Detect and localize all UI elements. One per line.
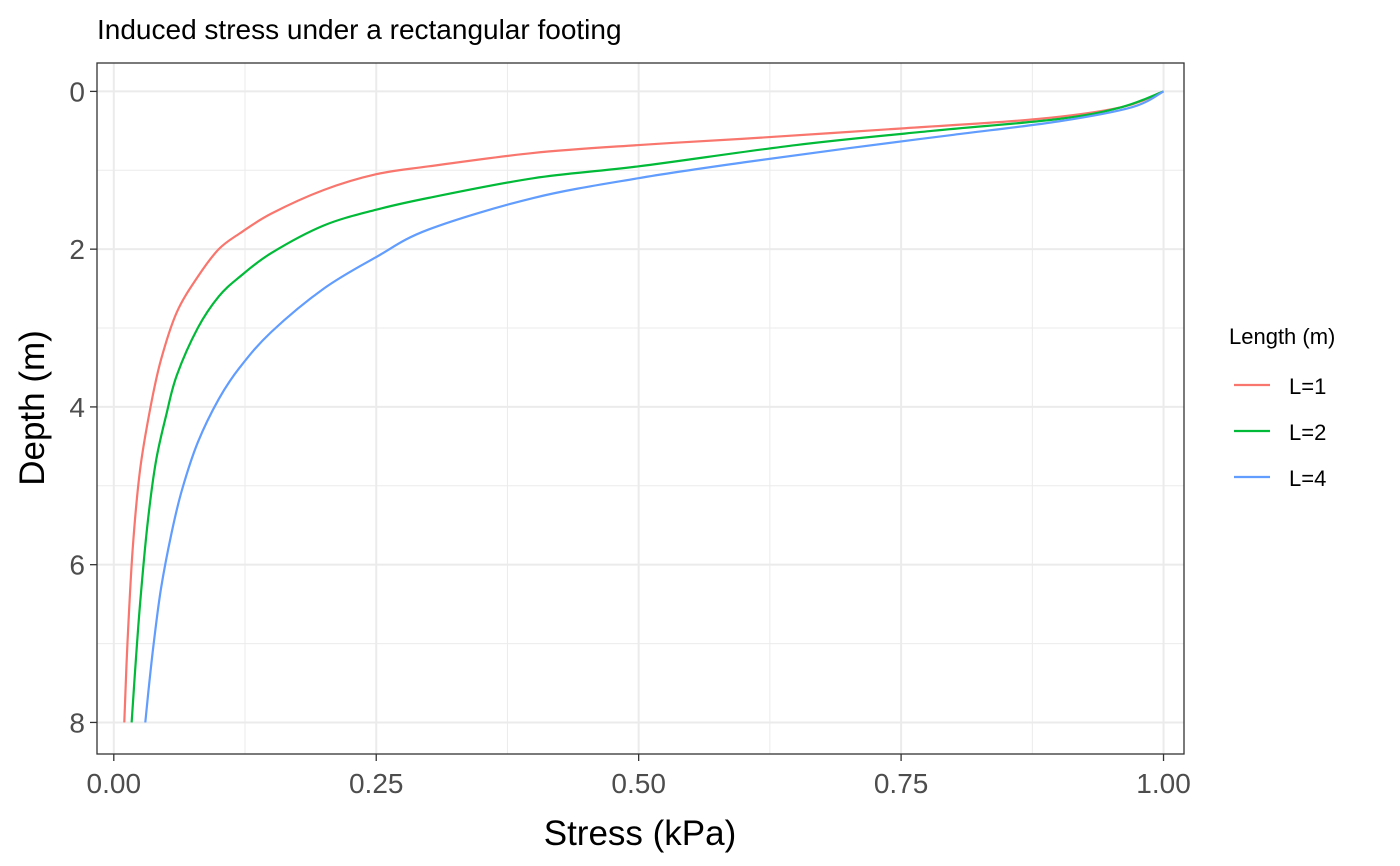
series-line-l-2 — [130, 90, 1164, 723]
y-tick-label: 8 — [69, 707, 85, 738]
axis-layer: 0.00 0.25 0.50 0.75 1.00 0 2 4 6 8 — [69, 76, 1190, 799]
y-tick-label: 6 — [69, 550, 85, 581]
plot-title: Induced stress under a rectangular footi… — [97, 14, 622, 45]
legend-title: Length (m) — [1229, 324, 1335, 349]
legend: Length (m) L=1 L=2 L=4 — [1229, 324, 1335, 491]
series-layer — [123, 90, 1165, 723]
y-tick-label: 0 — [69, 76, 85, 107]
legend-label-l-4: L=4 — [1289, 466, 1326, 491]
y-tick-label: 2 — [69, 234, 85, 265]
series-line-l-4 — [144, 90, 1165, 723]
legend-items: L=1 L=2 L=4 — [1234, 374, 1326, 491]
y-axis-title: Depth (m) — [13, 330, 52, 486]
x-axis-title: Stress (kPa) — [544, 814, 737, 853]
x-tick-label: 0.25 — [349, 768, 404, 799]
x-tick-label: 0.50 — [611, 768, 666, 799]
panel-border — [96, 62, 1185, 755]
legend-label-l-1: L=1 — [1289, 374, 1326, 399]
x-tick-label: 1.00 — [1136, 768, 1191, 799]
x-tick-label: 0.00 — [87, 768, 142, 799]
legend-label-l-2: L=2 — [1289, 420, 1326, 445]
x-tick-label: 0.75 — [874, 768, 929, 799]
y-tick-label: 4 — [69, 392, 85, 423]
series-line-l-1 — [123, 90, 1164, 723]
